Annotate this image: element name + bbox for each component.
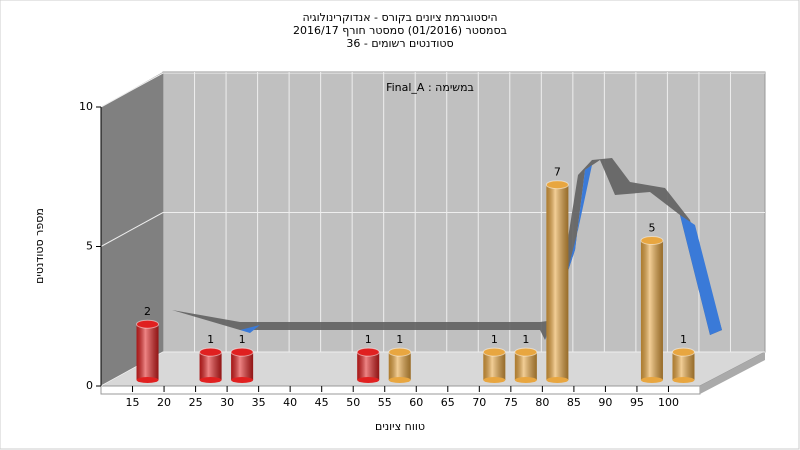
x-axis-label: טווח ציונים xyxy=(375,420,425,433)
x-tick-label: 85 xyxy=(567,396,581,409)
bar-shade xyxy=(640,240,663,380)
value-label: 1 xyxy=(396,333,403,346)
bar-top xyxy=(482,347,506,357)
grid-line xyxy=(100,72,765,108)
bar-shade xyxy=(231,352,254,380)
value-label: 1 xyxy=(680,333,687,346)
bar-group: 1 xyxy=(671,333,695,383)
value-label: 7 xyxy=(554,166,561,179)
bar-base xyxy=(640,377,663,383)
bar-shade xyxy=(199,352,222,380)
value-label: 5 xyxy=(648,222,655,235)
x-tick-label: 60 xyxy=(409,396,423,409)
bar-top xyxy=(356,347,380,357)
x-tick-label: 40 xyxy=(283,396,297,409)
y-axis-label: מספר סטודנטים xyxy=(33,208,46,284)
bar-shade xyxy=(546,184,569,380)
value-label: 2 xyxy=(144,305,151,318)
x-tick-label: 20 xyxy=(157,396,171,409)
chart-title: סטודנטים רשומים - 36 xyxy=(346,37,453,50)
floor-side xyxy=(700,352,765,394)
bar-top xyxy=(388,347,412,357)
bar-base xyxy=(388,377,411,383)
bar-base xyxy=(546,377,569,383)
y-tick-label: 10 xyxy=(79,100,93,113)
bars: 2 1 1 1 1 1 1 7 5 1 xyxy=(136,166,695,383)
bar-base xyxy=(514,377,537,383)
bar-top xyxy=(640,236,664,245)
bar-shade xyxy=(136,324,159,380)
x-tick-label: 25 xyxy=(189,396,203,409)
bar-group: 1 xyxy=(199,333,223,383)
bar-base xyxy=(199,377,222,383)
bar-top xyxy=(514,347,538,357)
bar-group: 7 xyxy=(545,166,569,383)
x-tick-label: 100 xyxy=(658,396,679,409)
bar-group: 1 xyxy=(388,333,412,383)
value-label: 1 xyxy=(239,333,246,346)
bar-base xyxy=(136,377,159,383)
bar-group: 1 xyxy=(514,333,538,383)
bar-top xyxy=(545,180,569,190)
x-tick-label: 95 xyxy=(630,396,644,409)
bar-base xyxy=(672,377,695,383)
bar-top xyxy=(136,319,160,329)
annotation: Final_A : במשימה xyxy=(386,81,474,94)
chart-title: בסמסטר (01/2016) סמסטר חורף 2016/17 xyxy=(293,24,507,37)
value-label: 1 xyxy=(491,333,498,346)
bar-group: 1 xyxy=(356,333,380,383)
y-tick-label: 5 xyxy=(86,240,93,253)
value-label: 1 xyxy=(365,333,372,346)
x-tick-label: 50 xyxy=(346,396,360,409)
bar-shade xyxy=(388,352,411,380)
x-tick-label: 90 xyxy=(598,396,612,409)
bar-base xyxy=(483,377,506,383)
trend-ribbon xyxy=(172,158,722,340)
bar-group: 1 xyxy=(482,333,506,383)
x-tick-label: 45 xyxy=(315,396,329,409)
x-tick-label: 75 xyxy=(504,396,518,409)
bar-base xyxy=(231,377,254,383)
x-tick-label: 80 xyxy=(535,396,549,409)
bar-group: 1 xyxy=(230,333,254,383)
bar-shade xyxy=(514,352,537,380)
x-tick-label: 35 xyxy=(252,396,266,409)
value-label: 1 xyxy=(522,333,529,346)
bar-top xyxy=(671,347,695,357)
bar-shade xyxy=(483,352,506,380)
bar-base xyxy=(357,377,380,383)
value-label: 1 xyxy=(207,333,214,346)
x-tick-label: 70 xyxy=(472,396,486,409)
x-tick-label: 15 xyxy=(126,396,140,409)
x-tick-label: 55 xyxy=(378,396,392,409)
bar-group: 2 xyxy=(136,305,160,383)
bar-shade xyxy=(672,352,695,380)
x-tick-label: 65 xyxy=(441,396,455,409)
bar-shade xyxy=(357,352,380,380)
x-tick-label: 30 xyxy=(220,396,234,409)
bar-group: 5 xyxy=(640,222,664,383)
y-tick-label: 0 xyxy=(86,379,93,392)
bar-top xyxy=(230,347,254,357)
bar-top xyxy=(199,347,223,357)
chart-title: היסטוגרמת ציונים בקורס - אנדוקרינולוגיה xyxy=(302,11,497,24)
floor-front xyxy=(100,385,701,395)
